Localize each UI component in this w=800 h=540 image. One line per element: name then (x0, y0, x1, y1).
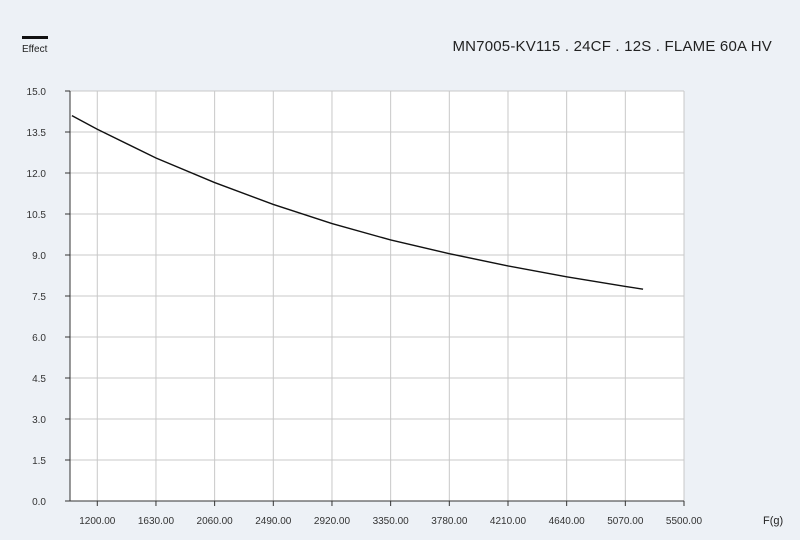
legend: Effect (22, 36, 48, 55)
y-tick-label: 7.5 (32, 292, 46, 303)
x-tick-label: 2920.00 (314, 516, 351, 527)
y-tick-label: 0.0 (32, 497, 46, 508)
y-tick-label: 4.5 (32, 374, 46, 385)
x-tick-label: 5500.00 (666, 516, 703, 527)
x-tick-label: 5070.00 (607, 516, 644, 527)
x-tick-label: 1630.00 (138, 516, 175, 527)
x-tick-label: 2060.00 (197, 516, 234, 527)
y-tick-label: 10.5 (27, 210, 47, 221)
x-tick-label: 3780.00 (431, 516, 468, 527)
x-tick-label: 4640.00 (549, 516, 586, 527)
x-tick-label: 3350.00 (373, 516, 410, 527)
x-tick-label: 4210.00 (490, 516, 527, 527)
chart-title: MN7005-KV115 . 24CF . 12S . FLAME 60A HV (452, 38, 772, 55)
y-tick-label: 3.0 (32, 415, 46, 426)
y-tick-label: 15.0 (27, 87, 47, 98)
x-tick-label: 2490.00 (255, 516, 292, 527)
series-line-effect (71, 114, 644, 290)
legend-swatch (22, 36, 48, 39)
y-tick-label: 9.0 (32, 251, 46, 262)
y-tick-label: 1.5 (32, 456, 46, 467)
legend-label: Effect (22, 44, 48, 55)
x-axis-label: F(g) (763, 515, 783, 527)
y-tick-label: 6.0 (32, 333, 46, 344)
y-tick-label: 12.0 (27, 169, 47, 180)
x-tick-label: 1200.00 (79, 516, 116, 527)
y-tick-label: 13.5 (27, 128, 47, 139)
